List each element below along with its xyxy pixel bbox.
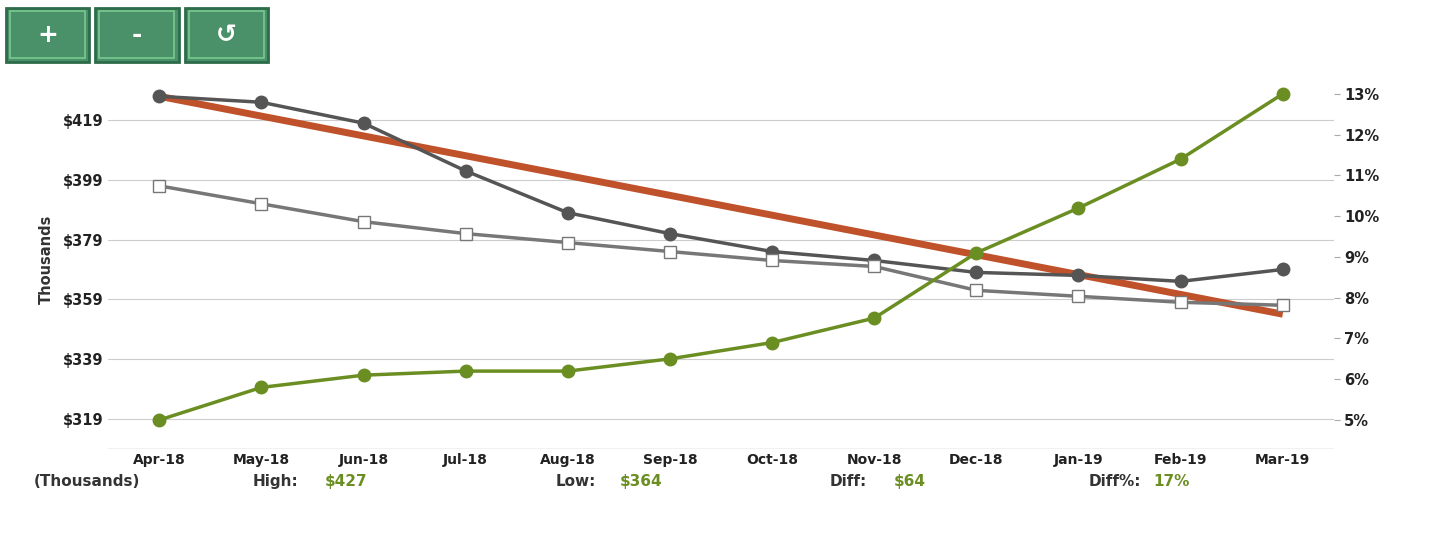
- Text: Diff:: Diff:: [829, 474, 867, 489]
- Text: High:: High:: [252, 474, 298, 489]
- FancyBboxPatch shape: [185, 7, 268, 62]
- Text: $427: $427: [324, 474, 368, 489]
- Text: 17%: 17%: [1154, 474, 1190, 489]
- Text: -: -: [131, 23, 143, 46]
- Text: +: +: [37, 23, 58, 46]
- FancyBboxPatch shape: [6, 7, 89, 62]
- Text: Diff%:: Diff%:: [1089, 474, 1141, 489]
- Text: $364: $364: [620, 474, 663, 489]
- Text: (Thousands): (Thousands): [33, 474, 140, 489]
- FancyBboxPatch shape: [95, 7, 179, 62]
- Text: Low:: Low:: [555, 474, 596, 489]
- Text: Net Income TTM: Net Income TTM: [581, 20, 861, 49]
- Y-axis label: Thousands: Thousands: [39, 214, 55, 304]
- Text: $64: $64: [894, 474, 926, 489]
- Text: ↺: ↺: [216, 23, 236, 46]
